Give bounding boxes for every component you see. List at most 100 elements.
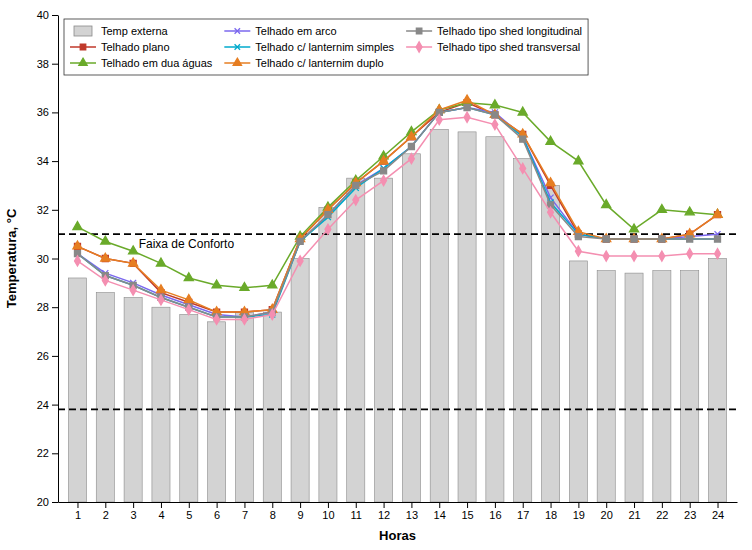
marker [492,119,498,129]
tick-label: 3 [131,509,137,521]
bar [291,259,309,503]
tick-mark [328,502,329,508]
tick-mark [77,502,78,508]
legend-marker [416,42,422,52]
marker [492,112,498,118]
bar [542,185,560,502]
legend-item: Telhado plano [70,41,170,53]
x-axis: 123456789101112131415161718192021222324 [59,502,738,521]
line [77,108,717,317]
bar [96,293,114,502]
marker [464,105,470,111]
line [77,103,717,288]
tick-mark [606,502,607,508]
tick-mark [384,502,385,508]
marker [156,258,165,266]
tick-label: 8 [270,509,276,521]
tick: 11 [351,502,362,521]
marker [297,238,303,244]
marker [518,107,527,115]
tick-label: 17 [517,509,529,521]
tick-mark [52,259,58,260]
tick-mark [189,502,190,508]
tick: 5 [186,502,192,521]
line [77,117,717,319]
marker [436,115,442,125]
marker [520,163,526,173]
marker [685,207,694,215]
tick-mark [52,161,58,162]
tick: 1 [75,502,81,521]
marker [659,236,665,242]
bar [319,207,337,502]
marker [158,295,164,305]
tick: 24 [37,399,58,411]
marker [464,105,470,111]
marker [325,224,331,234]
marker [490,100,499,108]
tick: 8 [270,502,276,521]
tick-label: 11 [351,509,362,521]
legend-frame [64,19,588,75]
tick: 36 [37,106,58,118]
marker [297,238,303,244]
tick-label: 36 [37,106,49,118]
y-axis-title: Temperatura, °C [4,208,19,308]
tick: 21 [628,502,640,521]
marker [492,112,498,118]
legend-label: Telhado tipo shed longitudinal [437,25,582,37]
marker [687,236,693,242]
tick-label: 30 [37,253,49,265]
tick: 24 [712,502,724,521]
line-series [73,95,722,315]
marker [353,182,359,188]
tick-mark [217,502,218,508]
tick-label: 40 [37,9,49,21]
marker [129,246,138,254]
marker [353,195,359,205]
tick-mark [52,64,58,65]
legend-item: Telhado c/ lanternim simples [224,41,394,53]
tick-mark [718,502,719,508]
tick: 3 [131,502,137,521]
legend-label: Telhado c/ lanternim duplo [255,57,383,69]
tick: 15 [461,502,473,521]
marker [381,175,387,185]
tick-label: 1 [75,509,81,521]
tick: 12 [378,502,390,521]
tick-label: 26 [37,350,49,362]
line-series [74,105,720,320]
bar [458,132,476,502]
legend-marker [80,44,85,49]
tick-label: 20 [37,496,49,508]
line-series [74,105,720,320]
tick-mark [52,112,58,113]
marker [379,156,388,164]
tick: 34 [37,155,58,167]
marker [214,314,220,324]
legend-item: Telhado em dua águas [70,57,213,69]
marker [574,156,583,164]
tick: 22 [656,502,668,521]
marker [548,207,554,217]
legend-marker [235,28,240,33]
tick: 6 [214,502,220,521]
marker [713,209,722,217]
marker [546,178,555,186]
tick-label: 38 [37,58,49,70]
marker [659,251,665,261]
tick-mark [411,502,412,508]
tick: 19 [573,502,585,521]
marker [381,168,387,174]
bar-series [68,129,726,502]
tick-mark [52,405,58,406]
marker [186,305,192,315]
marker [73,222,82,230]
bar [597,271,615,502]
tick-label: 2 [103,509,109,521]
marker [75,256,81,266]
marker [631,236,637,242]
marker [657,234,666,242]
marker [603,251,609,261]
marker [242,314,248,324]
